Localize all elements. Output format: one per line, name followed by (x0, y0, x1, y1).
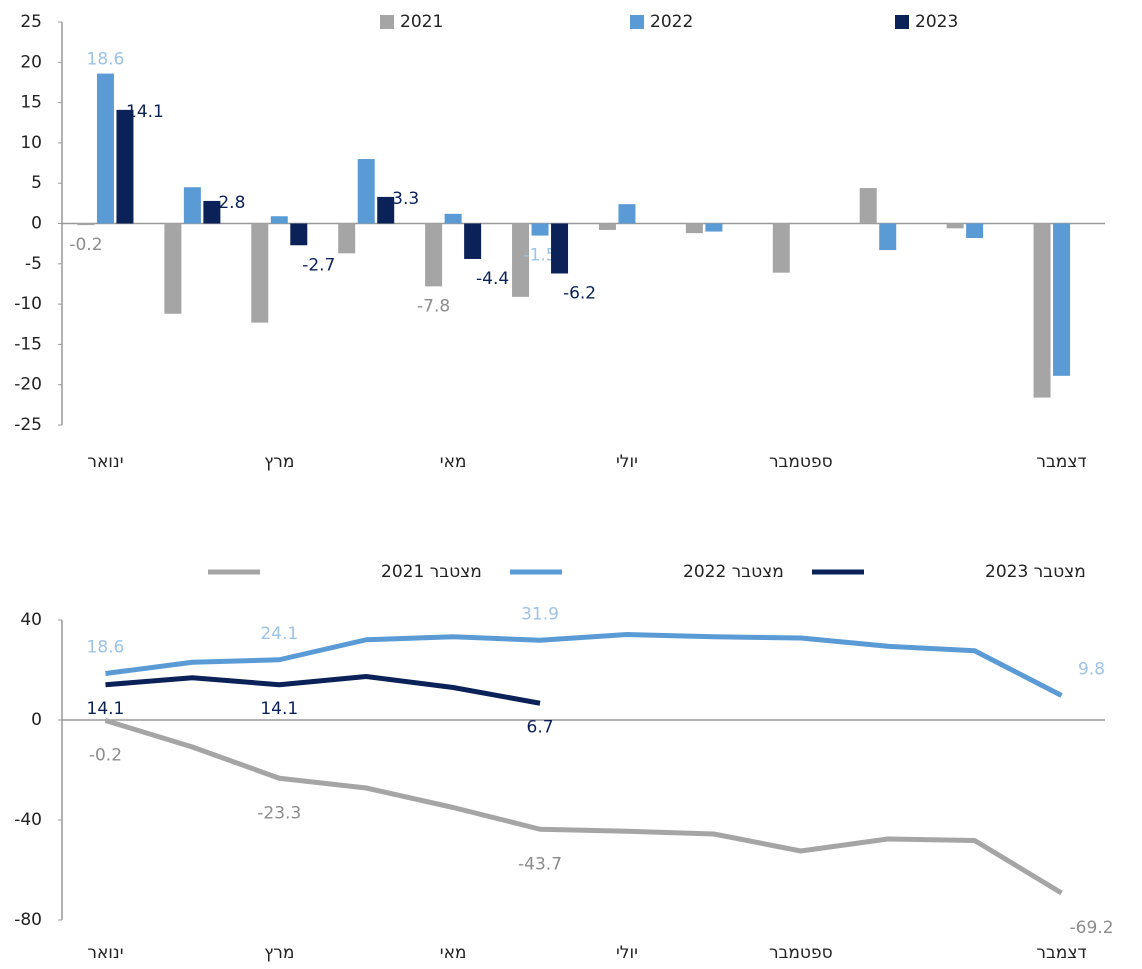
y-tick-label: 20 (20, 52, 42, 72)
legend-label: 2023 (915, 12, 958, 32)
line (104, 718, 1063, 896)
bar (1033, 223, 1051, 398)
bar (164, 223, 182, 314)
legend-label: 2022 (650, 12, 693, 32)
bar (551, 223, 569, 274)
y-tick-label: 10 (20, 133, 42, 153)
bar (116, 109, 134, 224)
y-tick-label: -20 (14, 375, 42, 395)
data-label: -43.7 (518, 854, 562, 874)
legend-label: מצטבר 2023 (985, 562, 1086, 582)
bar (425, 223, 443, 287)
data-label: -0.2 (89, 746, 122, 766)
bar (772, 223, 790, 273)
data-label: -4.4 (476, 269, 509, 289)
bar (859, 188, 877, 224)
legend-label: מצטבר 2022 (683, 562, 784, 582)
y-tick-label: 5 (31, 173, 42, 193)
y-tick-label: 40 (20, 610, 42, 630)
bar (357, 159, 375, 224)
data-label: -7.8 (417, 296, 450, 316)
bar (618, 204, 636, 224)
legend-label: 2021 (400, 12, 443, 32)
bar (598, 223, 616, 230)
bar (203, 200, 221, 224)
x-tick-label: מרץ (264, 452, 294, 472)
y-tick-label: 0 (31, 214, 42, 234)
data-label: 2.8 (218, 193, 245, 213)
bar (464, 223, 482, 259)
bar (879, 223, 897, 251)
y-tick-label: -25 (14, 415, 42, 435)
x-tick-label: יולי (616, 452, 638, 472)
data-label: -69.2 (1070, 918, 1114, 938)
x-tick-label: ספטמבר (769, 452, 833, 472)
y-tick-label: -15 (14, 334, 42, 354)
legend-swatch (630, 15, 644, 29)
data-label: -2.7 (302, 255, 335, 275)
x-tick-label: מאי (440, 452, 467, 472)
data-label: 6.7 (527, 717, 554, 737)
data-label: 14.1 (260, 699, 298, 719)
bar (270, 216, 288, 224)
bar (512, 223, 530, 297)
data-label: 3.3 (392, 189, 419, 209)
x-tick-label: מרץ (264, 943, 294, 963)
y-tick-label: 15 (20, 93, 42, 113)
data-label: 9.8 (1078, 660, 1105, 680)
x-tick-label: יולי (616, 943, 638, 963)
bar (966, 223, 984, 239)
bar (77, 223, 95, 226)
data-label: -23.3 (257, 803, 301, 823)
y-tick-label: -5 (25, 254, 42, 274)
data-label: 14.1 (87, 699, 125, 719)
x-tick-label: ינואר (87, 943, 123, 963)
y-tick-label: -40 (14, 810, 42, 830)
line (105, 674, 541, 706)
x-tick-label: דצמבר (1036, 943, 1086, 963)
bar (1053, 223, 1071, 376)
line (105, 632, 1063, 698)
x-tick-label: מאי (440, 943, 467, 963)
bar (531, 223, 549, 236)
bar (685, 223, 703, 234)
bar (444, 213, 462, 224)
data-label: -1.5 (523, 246, 556, 266)
data-label: -0.2 (69, 235, 102, 255)
data-label: 18.6 (87, 50, 125, 70)
x-tick-label: דצמבר (1036, 452, 1086, 472)
bar (251, 223, 269, 323)
bar (183, 187, 201, 224)
data-label: 14.1 (126, 102, 164, 122)
x-tick-label: ינואר (87, 452, 123, 472)
bar (377, 196, 395, 224)
y-tick-label: 25 (20, 12, 42, 32)
bar (290, 223, 308, 246)
data-label: 24.1 (260, 624, 298, 644)
y-tick-label: -10 (14, 294, 42, 314)
bar (338, 223, 356, 254)
bar (946, 223, 964, 229)
legend-swatch (380, 15, 394, 29)
bar (705, 223, 723, 232)
bar (96, 73, 114, 224)
y-tick-label: 0 (31, 710, 42, 730)
data-label: 31.9 (521, 604, 559, 624)
data-label: 18.6 (87, 638, 125, 658)
x-tick-label: ספטמבר (769, 943, 833, 963)
data-label: -6.2 (563, 283, 596, 303)
legend-label: מצטבר 2021 (381, 562, 482, 582)
y-tick-label: -80 (14, 910, 42, 930)
legend-swatch (895, 15, 909, 29)
